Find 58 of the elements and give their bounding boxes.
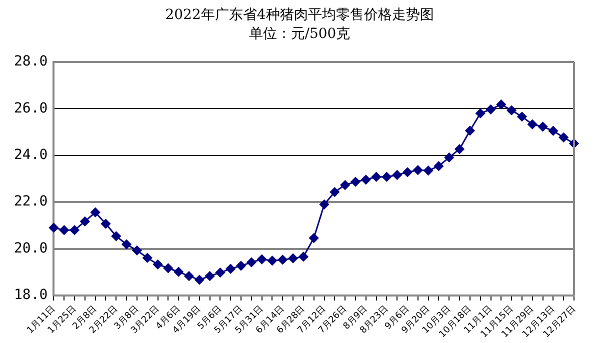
point [246,258,256,268]
y-tick-label: 24.0 [14,147,48,164]
point [194,275,204,285]
point [476,108,486,118]
point [163,263,173,273]
point [298,252,308,262]
point [205,271,215,281]
point [236,261,246,271]
point [122,240,132,250]
point [413,165,423,175]
point [372,172,382,182]
y-tick-label: 20.0 [14,240,48,256]
point [153,260,163,270]
point [132,246,142,256]
point [434,161,444,171]
point [538,122,548,132]
point [226,264,236,274]
point [340,180,350,190]
point [100,219,110,229]
point [382,172,392,182]
point [465,126,475,136]
point [174,267,184,277]
point [392,170,402,180]
point [361,174,371,184]
point [506,106,516,116]
point [80,216,90,226]
point [215,268,225,278]
point [548,126,558,136]
y-tick-label: 22.0 [14,194,48,210]
point [59,225,69,235]
y-tick-label: 26.0 [14,100,48,116]
point [496,100,506,110]
point [486,104,496,114]
point [350,177,360,187]
point [142,253,152,263]
point [454,144,464,154]
point [48,222,58,232]
point [184,271,194,281]
chart-subtitle: 单位：元/500克 [248,25,352,44]
point [309,233,319,243]
point [257,254,267,264]
point [111,231,121,241]
chart-title: 2022年广东省4种猪肉平均零售价格走势图 [164,6,435,25]
y-tick-label: 18.0 [14,287,48,304]
point [288,254,298,264]
point [330,187,340,197]
point [90,208,100,218]
point [424,166,434,176]
point [70,225,80,235]
point [320,200,330,210]
point [278,254,288,264]
point [517,112,527,122]
point [402,167,412,177]
point [528,120,538,130]
point [444,152,454,162]
point [267,256,277,266]
y-tick-label: 28.0 [14,54,48,70]
point [558,132,568,142]
